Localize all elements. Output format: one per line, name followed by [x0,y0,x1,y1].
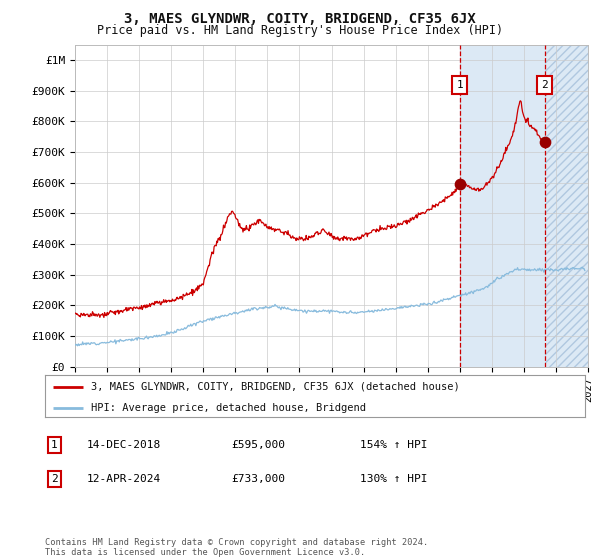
Text: 1: 1 [51,440,58,450]
Bar [545,45,588,367]
Text: 3, MAES GLYNDWR, COITY, BRIDGEND, CF35 6JX: 3, MAES GLYNDWR, COITY, BRIDGEND, CF35 6… [124,12,476,26]
Text: Price paid vs. HM Land Registry's House Price Index (HPI): Price paid vs. HM Land Registry's House … [97,24,503,36]
Bar [545,45,588,367]
Text: 12-APR-2024: 12-APR-2024 [87,474,161,484]
Text: 130% ↑ HPI: 130% ↑ HPI [360,474,427,484]
Text: £595,000: £595,000 [231,440,285,450]
Text: £733,000: £733,000 [231,474,285,484]
Bar [460,45,545,367]
Text: 154% ↑ HPI: 154% ↑ HPI [360,440,427,450]
Text: 3, MAES GLYNDWR, COITY, BRIDGEND, CF35 6JX (detached house): 3, MAES GLYNDWR, COITY, BRIDGEND, CF35 6… [91,382,460,392]
Point [540,138,550,147]
Text: 14-DEC-2018: 14-DEC-2018 [87,440,161,450]
Text: HPI: Average price, detached house, Bridgend: HPI: Average price, detached house, Brid… [91,403,366,413]
Text: 1: 1 [457,80,463,90]
Text: 2: 2 [51,474,58,484]
Text: 2: 2 [541,80,548,90]
Text: Contains HM Land Registry data © Crown copyright and database right 2024.
This d: Contains HM Land Registry data © Crown c… [45,538,428,557]
Point [455,180,464,189]
